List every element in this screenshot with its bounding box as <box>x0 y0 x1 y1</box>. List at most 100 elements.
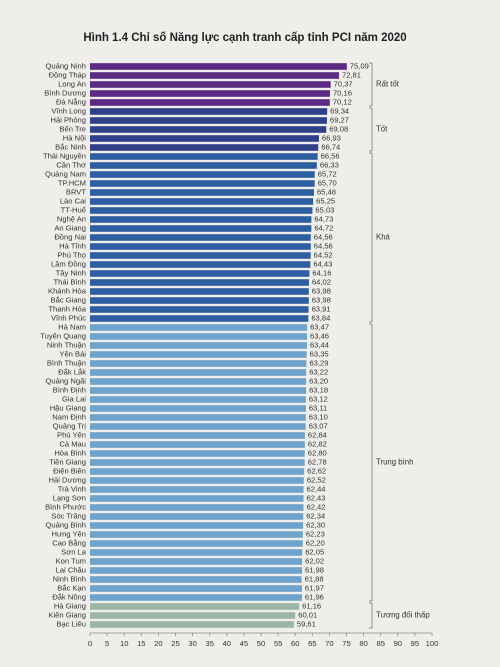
bar <box>90 450 305 457</box>
value-label: 64,16 <box>312 269 331 278</box>
value-label: 70,12 <box>333 98 352 107</box>
value-label: 64,73 <box>314 215 333 224</box>
value-label: 69,34 <box>330 107 349 116</box>
category-label: Cà Mau <box>59 440 86 449</box>
value-label: 63,29 <box>309 359 328 368</box>
value-label: 62,30 <box>306 521 325 530</box>
value-label: 63,35 <box>310 350 329 359</box>
value-label: 63,44 <box>310 341 329 350</box>
category-label: Đồng Nai <box>54 233 86 242</box>
bar <box>90 612 296 619</box>
x-tick-label: 80 <box>359 639 367 648</box>
bar <box>90 405 306 412</box>
bar <box>90 198 314 205</box>
value-label: 65,03 <box>315 206 334 215</box>
bar <box>90 432 305 439</box>
value-label: 64,56 <box>314 233 333 242</box>
category-label: Lào Cai <box>60 197 86 206</box>
category-label: Hòa Bình <box>54 449 86 458</box>
value-label: 65,72 <box>318 170 337 179</box>
category-label: Hà Giang <box>54 602 86 611</box>
bar <box>90 108 328 115</box>
bar <box>90 99 330 106</box>
category-label: Sơn La <box>61 548 87 557</box>
category-label: Đắk Nông <box>52 593 86 602</box>
x-tick-label: 15 <box>137 639 145 648</box>
category-label: Lạng Sơn <box>53 494 86 503</box>
group-label: Tốt <box>376 125 388 134</box>
category-label: Quảng Nam <box>45 170 86 179</box>
category-label: Trà Vinh <box>58 485 86 494</box>
category-label: Bình Dương <box>44 89 86 98</box>
bar <box>90 324 308 331</box>
value-label: 66,93 <box>322 134 341 143</box>
x-tick-label: 35 <box>205 639 213 648</box>
bar <box>90 558 303 565</box>
x-tick-label: 85 <box>376 639 384 648</box>
category-label: Tuyên Quang <box>40 332 86 341</box>
bar <box>90 585 302 592</box>
value-label: 60,01 <box>298 611 317 620</box>
value-label: 66,56 <box>321 152 340 161</box>
bar <box>90 486 304 493</box>
category-label: An Giang <box>54 224 86 233</box>
category-label: Hà Tĩnh <box>59 242 86 251</box>
value-label: 62,43 <box>307 494 326 503</box>
value-label: 62,82 <box>308 440 327 449</box>
group-label: Tương đối thấp <box>376 611 430 620</box>
category-label: Đồng Tháp <box>49 71 86 80</box>
value-label: 66,74 <box>321 143 340 152</box>
category-label: Hưng Yên <box>52 530 87 539</box>
value-label: 61,96 <box>305 593 324 602</box>
category-label: Quảng Trị <box>53 422 87 431</box>
value-label: 69,08 <box>329 125 348 134</box>
category-label: Điện Biên <box>53 467 86 476</box>
category-label: Gia Lai <box>62 395 86 404</box>
x-tick-label: 10 <box>120 639 128 648</box>
bar <box>90 603 300 610</box>
x-tick-label: 20 <box>154 639 162 648</box>
bar <box>90 396 306 403</box>
value-label: 72,81 <box>342 71 361 80</box>
value-label: 62,34 <box>306 512 325 521</box>
category-label: Cao Bằng <box>52 539 86 548</box>
value-label: 66,33 <box>320 161 339 170</box>
value-label: 63,10 <box>309 413 328 422</box>
category-label: Tiền Giang <box>49 458 86 467</box>
bar <box>90 63 347 70</box>
x-tick-label: 5 <box>105 639 109 648</box>
bar <box>90 468 305 475</box>
x-tick-label: 30 <box>188 639 196 648</box>
category-label: Bắc Ninh <box>55 143 86 152</box>
value-label: 63,18 <box>309 386 328 395</box>
category-label: Sóc Trăng <box>51 512 86 521</box>
value-label: 61,16 <box>302 602 321 611</box>
bar <box>90 297 309 304</box>
category-label: Vĩnh Long <box>51 107 86 116</box>
value-label: 61,97 <box>305 584 324 593</box>
category-label: TT-Huế <box>61 206 87 215</box>
x-tick-label: 45 <box>240 639 248 648</box>
bar <box>90 333 308 340</box>
x-tick-label: 70 <box>325 639 333 648</box>
bar <box>90 441 305 448</box>
bar <box>90 207 313 214</box>
bar <box>90 288 309 295</box>
category-label: Phú Yên <box>57 431 86 440</box>
category-label: Hải Phòng <box>51 116 86 125</box>
category-label: BRVT <box>66 188 86 197</box>
bar <box>90 306 309 313</box>
bar <box>90 279 309 286</box>
bar <box>90 126 327 133</box>
value-label: 63,98 <box>312 287 331 296</box>
category-label: Đà Nẵng <box>56 98 86 107</box>
bar <box>90 243 311 250</box>
bar <box>90 81 331 88</box>
x-tick-label: 55 <box>274 639 282 648</box>
x-tick-label: 90 <box>394 639 402 648</box>
value-label: 62,78 <box>308 458 327 467</box>
value-label: 63,46 <box>310 332 329 341</box>
value-label: 63,84 <box>311 314 330 323</box>
value-label: 62,44 <box>307 485 326 494</box>
value-label: 61,98 <box>305 566 324 575</box>
